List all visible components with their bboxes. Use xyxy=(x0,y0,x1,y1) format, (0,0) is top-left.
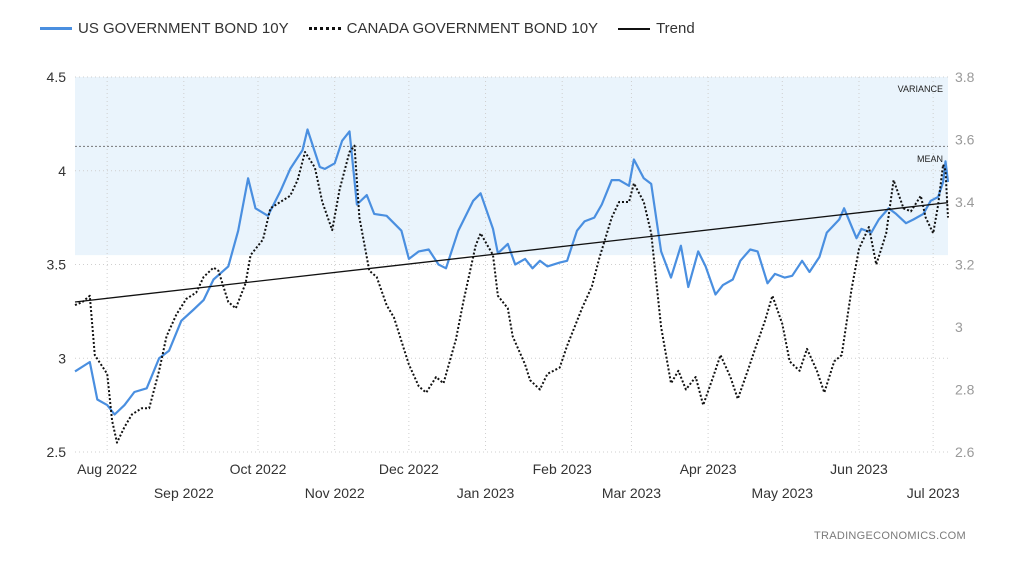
legend-label-canada: CANADA GOVERNMENT BOND 10Y xyxy=(346,20,599,37)
legend-label-us: US GOVERNMENT BOND 10Y xyxy=(78,20,289,37)
x-tick-label: Aug 2022 xyxy=(77,461,137,477)
legend-swatch-canada xyxy=(308,27,341,30)
y-right-tick-label: 3.4 xyxy=(955,194,975,210)
x-tick-label: Feb 2023 xyxy=(533,461,592,477)
x-tick-label: Jun 2023 xyxy=(830,461,888,477)
legend-label-trend: Trend xyxy=(656,20,695,37)
legend-item-us[interactable]: US GOVERNMENT BOND 10Y xyxy=(40,20,289,37)
x-tick-label: Nov 2022 xyxy=(305,485,365,501)
x-tick-label: May 2023 xyxy=(752,485,814,501)
series-line-us xyxy=(74,128,950,416)
y-right-tick-label: 3.6 xyxy=(955,132,975,148)
x-tick-label: Mar 2023 xyxy=(602,485,661,501)
y-right-tick-label: 2.8 xyxy=(955,382,975,398)
variance-annotation: VARIANCE xyxy=(898,84,943,94)
y-left-tick-label: 4.5 xyxy=(47,69,67,85)
series-line-canada xyxy=(74,144,949,444)
y-right-tick-label: 3 xyxy=(955,319,963,335)
legend-swatch-trend xyxy=(618,27,651,30)
x-tick-label: Oct 2022 xyxy=(230,461,287,477)
source-credit: TRADINGECONOMICS.COM xyxy=(813,530,966,542)
legend-swatch-us xyxy=(40,27,72,30)
mean-annotation: MEAN xyxy=(917,154,943,164)
legend-item-canada[interactable]: CANADA GOVERNMENT BOND 10Y xyxy=(308,20,599,37)
y-left-tick-label: 2.5 xyxy=(47,444,67,460)
y-left-tick-label: 3 xyxy=(58,350,66,366)
x-tick-label: Jul 2023 xyxy=(907,485,960,501)
x-tick-label: Apr 2023 xyxy=(680,461,737,477)
chart-legend: US GOVERNMENT BOND 10Y CANADA GOVERNMENT… xyxy=(40,20,715,37)
legend-item-trend[interactable]: Trend xyxy=(618,20,695,37)
y-left-tick-label: 4 xyxy=(58,163,66,179)
variance-band xyxy=(75,77,948,256)
y-right-tick-label: 2.6 xyxy=(955,444,975,460)
y-right-tick-label: 3.2 xyxy=(955,257,975,273)
y-left-tick-label: 3.5 xyxy=(47,257,67,273)
x-tick-label: Sep 2022 xyxy=(154,485,214,501)
x-tick-label: Jan 2023 xyxy=(457,485,515,501)
x-tick-label: Dec 2022 xyxy=(379,461,439,477)
series-line-trend xyxy=(74,201,949,303)
y-right-tick-label: 3.8 xyxy=(955,69,975,85)
